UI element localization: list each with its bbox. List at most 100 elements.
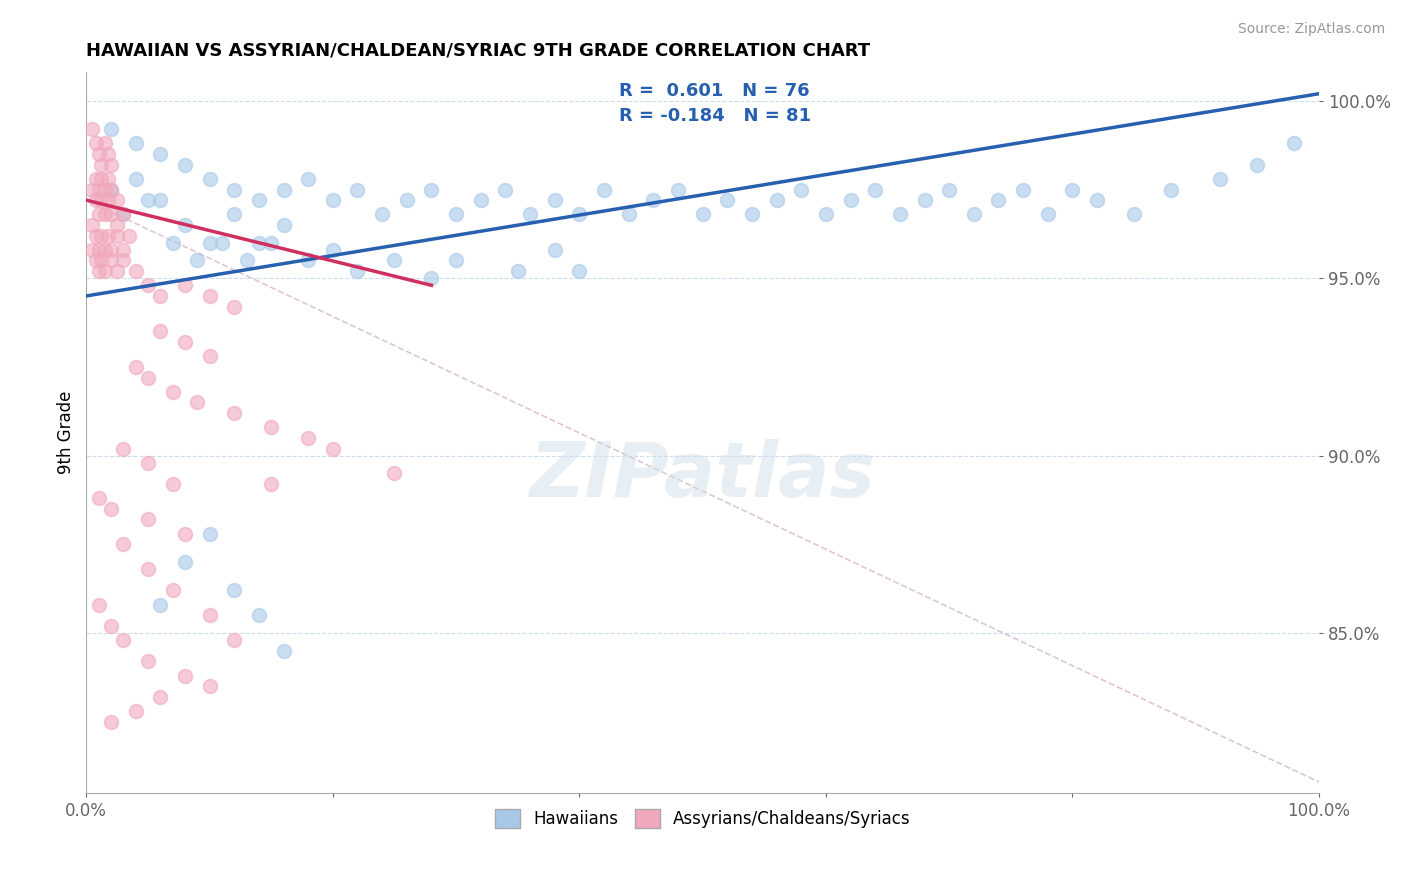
Point <box>211 235 233 250</box>
Point <box>889 207 911 221</box>
Point <box>174 526 197 541</box>
Point <box>112 207 135 221</box>
Point <box>1036 207 1059 221</box>
Point <box>87 182 110 196</box>
Point <box>297 431 319 445</box>
Point <box>1209 172 1232 186</box>
Point <box>149 690 172 704</box>
Point <box>506 264 529 278</box>
Point <box>297 172 319 186</box>
Point <box>568 264 591 278</box>
Point <box>97 193 120 207</box>
Point <box>124 704 146 718</box>
Point <box>90 172 112 186</box>
Point <box>273 218 295 232</box>
Point <box>136 370 159 384</box>
Point <box>247 235 270 250</box>
Point <box>963 207 986 221</box>
Point <box>105 193 128 207</box>
Point <box>87 598 110 612</box>
Point <box>224 406 246 420</box>
Point <box>322 193 344 207</box>
Point <box>198 349 221 363</box>
Point <box>105 228 128 243</box>
Point <box>136 512 159 526</box>
Point <box>136 456 159 470</box>
Point <box>87 243 110 257</box>
Text: R = -0.184   N = 81: R = -0.184 N = 81 <box>619 107 811 126</box>
Point <box>100 243 122 257</box>
Point <box>174 668 197 682</box>
Point <box>1085 193 1108 207</box>
Point <box>100 158 122 172</box>
Point <box>224 583 246 598</box>
Point <box>790 182 813 196</box>
Point <box>82 243 104 257</box>
Point <box>938 182 960 196</box>
Point <box>174 278 197 293</box>
Point <box>112 442 135 456</box>
Point <box>544 243 567 257</box>
Point <box>105 218 128 232</box>
Point <box>260 235 283 250</box>
Point <box>124 359 146 374</box>
Point <box>1160 182 1182 196</box>
Point <box>174 158 197 172</box>
Point <box>297 253 319 268</box>
Point <box>420 271 443 285</box>
Point <box>420 182 443 196</box>
Point <box>247 193 270 207</box>
Point <box>839 193 862 207</box>
Point <box>100 122 122 136</box>
Point <box>544 193 567 207</box>
Point <box>100 207 122 221</box>
Point <box>100 253 122 268</box>
Point <box>149 289 172 303</box>
Point <box>444 253 467 268</box>
Point <box>82 182 104 196</box>
Point <box>94 182 117 196</box>
Point <box>162 477 184 491</box>
Point <box>863 182 886 196</box>
Point <box>90 253 112 268</box>
Point <box>90 228 112 243</box>
Point <box>149 325 172 339</box>
Point <box>149 598 172 612</box>
Point <box>987 193 1010 207</box>
Point <box>617 207 640 221</box>
Point <box>124 264 146 278</box>
Point <box>224 182 246 196</box>
Point <box>87 207 110 221</box>
Point <box>100 182 122 196</box>
Point <box>273 182 295 196</box>
Point <box>162 583 184 598</box>
Legend: Hawaiians, Assyrians/Chaldeans/Syriacs: Hawaiians, Assyrians/Chaldeans/Syriacs <box>488 803 917 835</box>
Point <box>136 654 159 668</box>
Point <box>94 136 117 151</box>
Point <box>87 491 110 505</box>
Point <box>384 467 406 481</box>
Point <box>273 644 295 658</box>
Point <box>84 193 107 207</box>
Point <box>90 158 112 172</box>
Point <box>322 243 344 257</box>
Point <box>198 235 221 250</box>
Text: HAWAIIAN VS ASSYRIAN/CHALDEAN/SYRIAC 9TH GRADE CORRELATION CHART: HAWAIIAN VS ASSYRIAN/CHALDEAN/SYRIAC 9TH… <box>86 42 870 60</box>
Point <box>100 619 122 633</box>
Point <box>765 193 787 207</box>
Point <box>444 207 467 221</box>
Point <box>105 264 128 278</box>
Point <box>1284 136 1306 151</box>
Point <box>224 300 246 314</box>
Point <box>97 147 120 161</box>
Point <box>149 147 172 161</box>
Point <box>198 526 221 541</box>
Y-axis label: 9th Grade: 9th Grade <box>58 391 75 475</box>
Point <box>198 679 221 693</box>
Point <box>118 228 141 243</box>
Point <box>494 182 516 196</box>
Point <box>94 207 117 221</box>
Point <box>260 420 283 434</box>
Point <box>643 193 665 207</box>
Point <box>100 714 122 729</box>
